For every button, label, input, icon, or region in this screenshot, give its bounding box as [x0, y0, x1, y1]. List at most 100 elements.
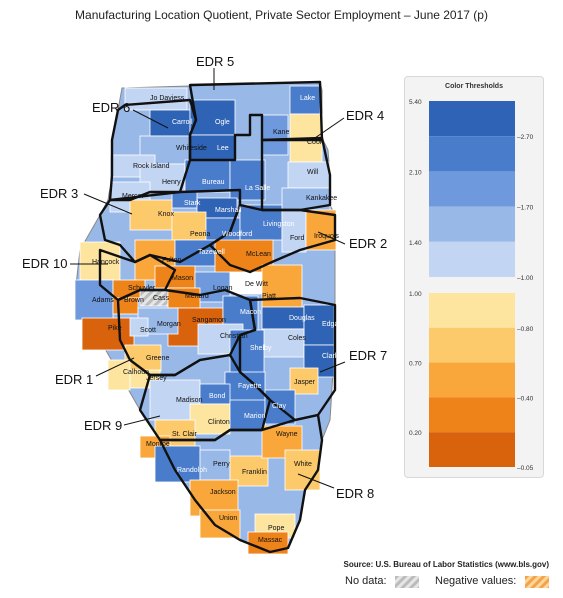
edr-border-3 [98, 188, 242, 264]
edr-label-10: EDR 10 [22, 256, 68, 271]
county-label-ogle: Ogle [215, 119, 230, 126]
county-label-schuyler: Schuyler [128, 285, 156, 292]
county-label-coles: Coles [288, 335, 306, 342]
map-title: Manufacturing Location Quotient, Private… [75, 8, 488, 22]
county-label-clark: Clark [322, 353, 339, 360]
county-label-lee: Lee [217, 145, 229, 152]
orange-scale-right-tick: –0.80 [517, 326, 534, 333]
county-label-piatt: Piatt [262, 293, 276, 300]
county-greene [124, 344, 162, 372]
county-white [284, 449, 321, 491]
edr-label-2: EDR 2 [349, 236, 387, 251]
county-label-clay: Clay [272, 403, 287, 410]
edr-label-1: EDR 1 [55, 372, 93, 387]
county-label-clinton: Clinton [208, 419, 230, 426]
county-label-tazewell: Tazewell [198, 249, 225, 256]
edr-border-7 [238, 296, 337, 422]
negative-values-swatch [525, 576, 549, 588]
edr-annotations: EDR 5 EDR 6 EDR 4 EDR 3 EDR 2 EDR 10 EDR… [22, 54, 387, 501]
county-label-jersey: Jersey [146, 375, 167, 382]
county-piatt [261, 264, 303, 308]
county-label-shelby: Shelby [250, 345, 272, 352]
orange-scale-band-5 [429, 432, 515, 467]
county-label-pope: Pope [268, 525, 284, 532]
blue-scale-band-4 [429, 206, 515, 242]
county-label-st-clair: St. Clair [172, 431, 198, 438]
county-label-greene: Greene [146, 355, 169, 362]
county-label-pike: Pike [108, 325, 122, 332]
county-label-sangamon: Sangamon [192, 317, 226, 324]
county-label-edgar: Edgar [322, 321, 341, 328]
legend-scales: 5.40 2.10 1.40 –2.70 –1.70 –1.00 1.00 0.70 0.20… [409, 99, 534, 472]
county-label-jackson: Jackson [210, 489, 236, 496]
county-label-wayne: Wayne [276, 431, 298, 438]
orange-scale-left-tick: 0.20 [409, 430, 422, 437]
county-label-christian: Christian [220, 333, 248, 340]
county-label-kankakee: Kankakee [306, 195, 337, 202]
county-label-stark: Stark [184, 200, 201, 207]
county-label-mason: Mason [172, 275, 193, 282]
county-peoria [171, 211, 207, 241]
county-edgar [303, 304, 335, 346]
edr-label-6: EDR 6 [92, 100, 130, 115]
county-label-menard: Menard [185, 293, 209, 300]
county-label-mclean: McLean [246, 251, 271, 258]
county-label-union: Union [219, 515, 237, 522]
orange-scale-left-tick: 0.70 [409, 361, 422, 368]
edr-label-5: EDR 5 [196, 54, 234, 69]
county-label-cass: Cass [153, 295, 169, 302]
county-label-hancock: Hancock [92, 259, 120, 266]
legend-footer: No data: Negative values: [345, 574, 555, 590]
county-layer [74, 85, 337, 555]
blue-scale-left-tick: 1.40 [409, 240, 422, 247]
county-randolph [154, 445, 201, 483]
county-label-massac: Massac [258, 537, 283, 544]
no-data-swatch [395, 576, 419, 588]
county-label-macon: Macon [240, 309, 261, 316]
blue-scale-right-tick: –1.00 [517, 275, 534, 282]
county-label-de-witt: De Witt [245, 281, 268, 288]
source-note: Source: U.S. Bureau of Labor Statistics … [343, 560, 549, 569]
county-scott [129, 317, 149, 337]
orange-scale-band-4 [429, 397, 515, 433]
county-label-bond: Bond [209, 393, 225, 400]
blue-scale-right-tick: –1.70 [517, 205, 534, 212]
edr-label-8: EDR 8 [336, 486, 374, 501]
blue-scale-left-tick: 2.10 [409, 169, 422, 176]
orange-scale-right-tick: –0.40 [517, 395, 534, 402]
county-label-woodford: Woodford [222, 231, 252, 238]
edr-border-2 [208, 203, 337, 274]
orange-scale-right-tick: –0.05 [517, 465, 534, 472]
county-perry [199, 449, 231, 481]
county-label-bureau: Bureau [202, 179, 225, 186]
county-label-livingston: Livingston [263, 221, 295, 228]
legend-title: Color Thresholds [445, 83, 503, 90]
orange-scale-left-tick: 1.00 [409, 291, 422, 298]
county-label-jo-daviess: Jo Daviess [150, 95, 185, 102]
edr-borders [98, 80, 337, 554]
blue-scale-band-3 [429, 171, 515, 207]
county-la-salle [229, 159, 266, 201]
orange-scale-band-3 [429, 362, 515, 398]
county-coles [261, 328, 305, 358]
county-kane [261, 114, 289, 156]
blue-scale-band-2 [429, 136, 515, 172]
county-label-marion: Marion [244, 413, 266, 420]
edr-label-4: EDR 4 [346, 108, 384, 123]
county-ogle [189, 99, 236, 136]
blue-scale: 5.40 2.10 1.40 –2.70 –1.70 –1.00 [409, 99, 534, 282]
county-label-henry: Henry [162, 179, 181, 186]
county-label-madison: Madison [176, 397, 203, 404]
county-label-fulton: Fulton [162, 257, 182, 264]
county-labels: Jo Daviess Carroll Ogle Lee Whiteside Rock Is… [92, 95, 341, 544]
county-label-fayette: Fayette [238, 383, 261, 390]
county-label-lake: Lake [300, 95, 315, 102]
county-label-jasper: Jasper [294, 379, 316, 386]
county-union [199, 509, 241, 539]
county-label-brown: Brown [124, 297, 144, 304]
county-label-randolph: Randolph [177, 467, 207, 474]
county-label-logan: Logan [213, 285, 233, 292]
county-clinton [189, 403, 231, 435]
county-label-morgan: Morgan [157, 321, 181, 328]
